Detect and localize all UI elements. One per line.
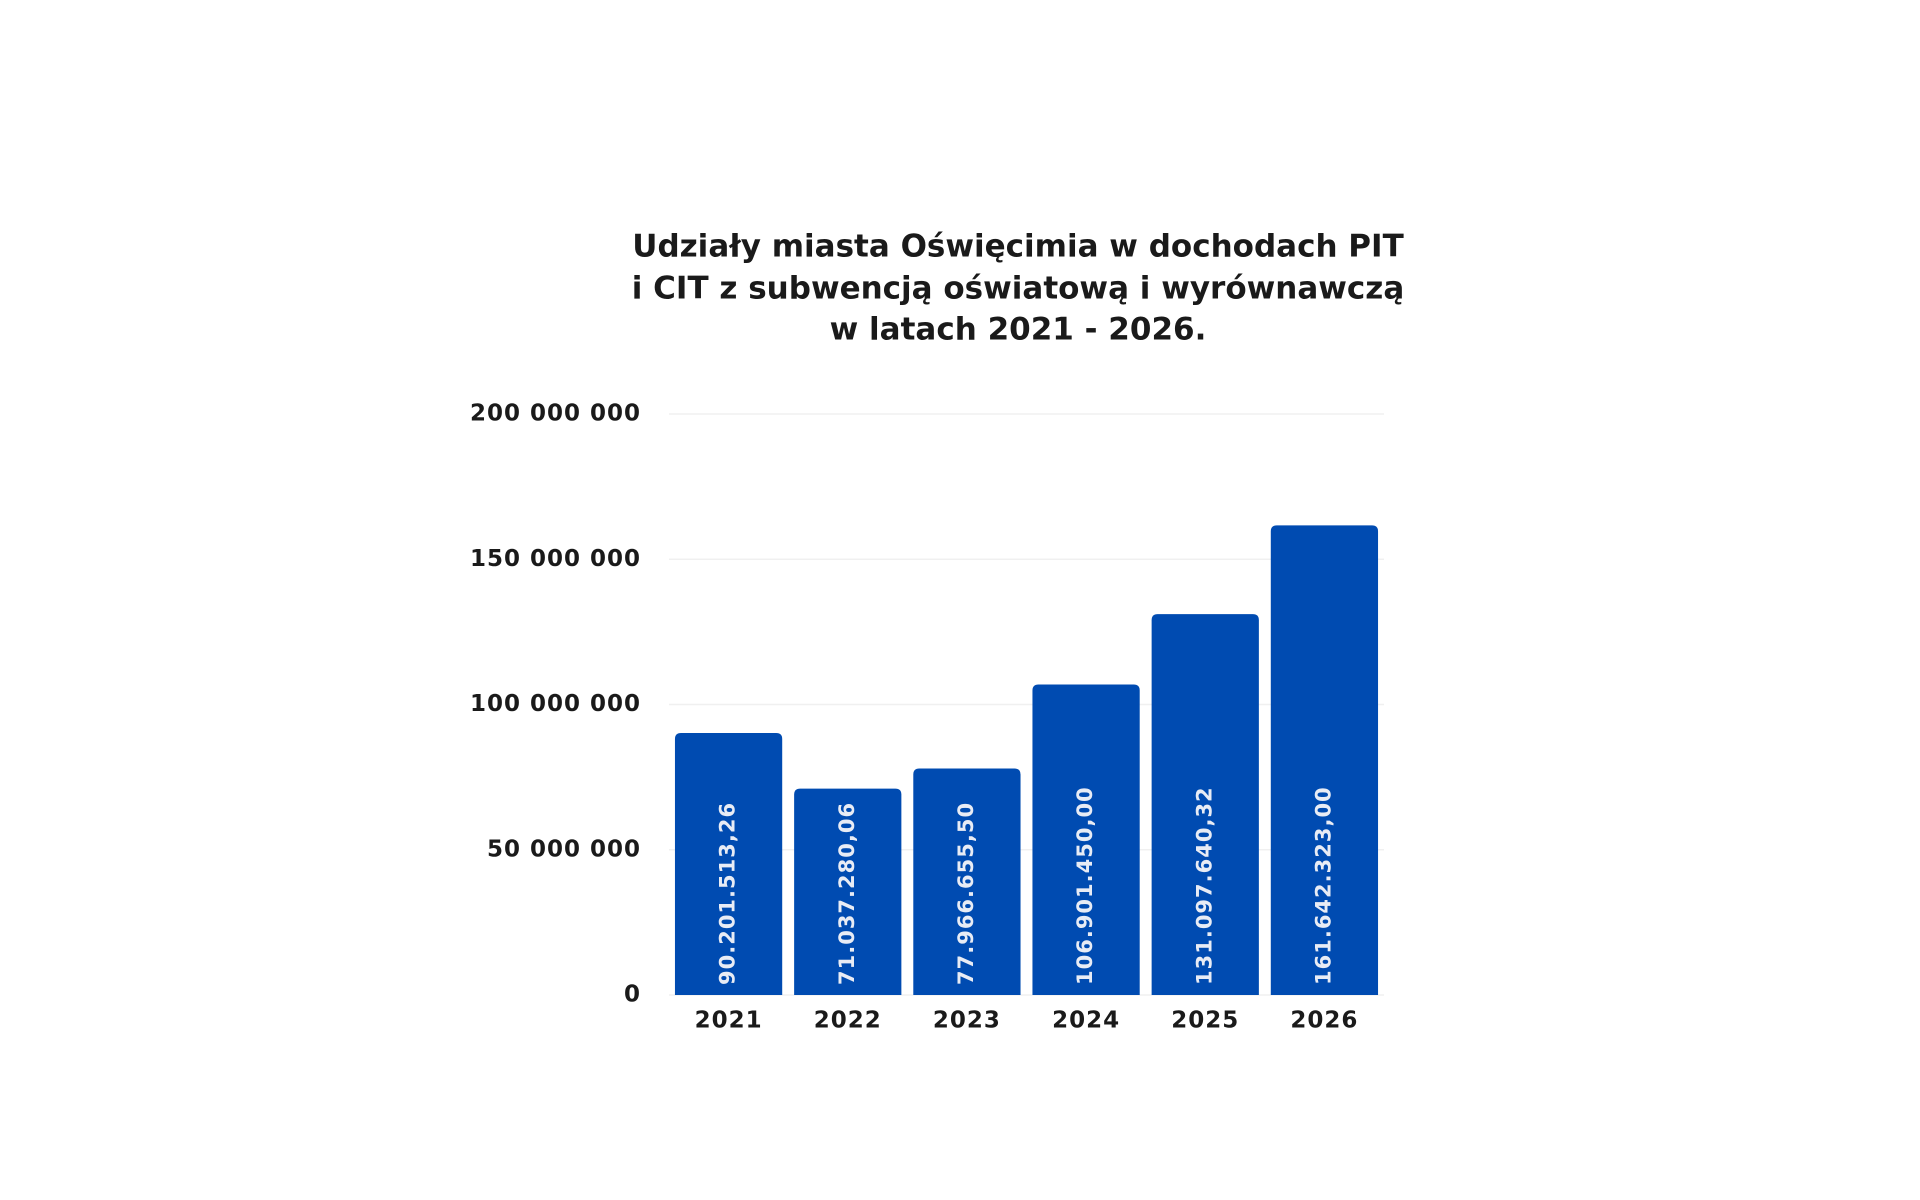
value-label: 106.901.450,00 (1073, 786, 1097, 985)
y-tick-label: 200 000 000 (470, 401, 641, 427)
value-label: 71.037.280,06 (835, 802, 859, 985)
bar (1151, 614, 1259, 995)
bar (674, 732, 783, 995)
bar (913, 768, 1021, 995)
value-label: 131.097.640,32 (1192, 786, 1216, 985)
x-tick-label: 2026 (1290, 1008, 1358, 1034)
value-label: 77.966.655,50 (954, 802, 978, 985)
bar (1032, 684, 1140, 995)
x-tick-label: 2022 (814, 1008, 882, 1034)
y-tick-label: 100 000 000 (470, 691, 641, 717)
y-tick-label: 50 000 000 (487, 836, 641, 862)
bar (794, 788, 902, 995)
y-tick-label: 150 000 000 (470, 546, 641, 572)
x-tick-label: 2021 (695, 1008, 763, 1034)
x-tick-label: 2025 (1171, 1008, 1239, 1034)
x-tick-label: 2023 (933, 1008, 1001, 1034)
x-tick-label: 2024 (1052, 1008, 1120, 1034)
chart-title: i CIT z subwencją oświatową i wyrównawcz… (632, 271, 1405, 307)
chart-title: w latach 2021 - 2026. (830, 312, 1207, 348)
value-label: 161.642.323,00 (1311, 786, 1335, 985)
chart-title: Udziały miasta Oświęcimia w dochodach PI… (632, 229, 1403, 265)
y-tick-label: 0 (624, 982, 641, 1008)
value-label: 90.201.513,26 (716, 802, 740, 985)
bar (1270, 525, 1379, 995)
